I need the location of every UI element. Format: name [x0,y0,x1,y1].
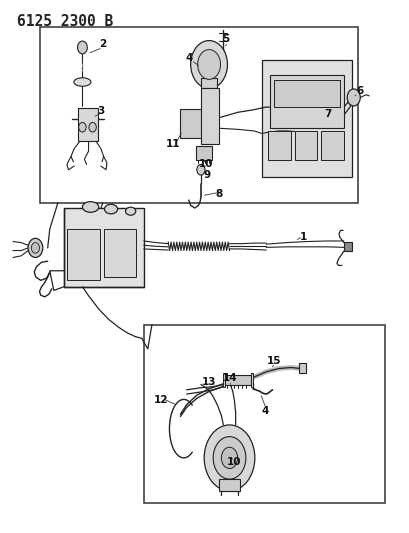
Bar [298,364,306,373]
Text: 1: 1 [299,232,306,243]
Text: 14: 14 [222,373,237,383]
Bar [274,80,339,107]
Circle shape [190,41,227,88]
Circle shape [28,238,43,257]
Bar [144,325,384,503]
Circle shape [213,437,245,479]
Bar [321,131,343,160]
Bar [196,147,212,160]
Text: 2: 2 [99,39,106,49]
Bar [67,229,100,280]
Bar [294,131,317,160]
Bar [200,88,219,144]
Bar [200,78,217,88]
Circle shape [79,123,86,132]
Text: 10: 10 [227,457,241,467]
Bar [64,208,144,287]
Text: 13: 13 [201,377,216,387]
Ellipse shape [125,207,135,215]
Circle shape [221,447,237,469]
Bar [224,375,251,384]
Text: 11: 11 [166,139,180,149]
Text: 12: 12 [154,395,168,406]
Text: 3: 3 [97,106,104,116]
Ellipse shape [74,78,91,86]
Circle shape [197,50,220,79]
Bar [262,60,351,177]
Bar [267,131,290,160]
Bar [219,479,239,491]
Text: 6125 2300 B: 6125 2300 B [17,14,113,29]
Bar [103,229,136,277]
Text: 9: 9 [203,170,210,180]
Text: 7: 7 [323,109,330,119]
Text: 6: 6 [356,85,363,95]
Circle shape [89,123,96,132]
Circle shape [77,41,87,54]
Ellipse shape [82,201,99,212]
Text: 5: 5 [222,34,229,44]
Circle shape [31,243,39,253]
Bar [270,75,343,128]
Text: 4: 4 [185,53,193,62]
Circle shape [346,89,360,106]
Text: 10: 10 [198,159,213,169]
Bar [78,108,98,141]
Bar [251,373,253,386]
Text: 8: 8 [215,189,222,199]
Bar [180,109,201,138]
Bar [343,241,351,251]
Text: 4: 4 [261,406,268,416]
Circle shape [204,425,254,491]
Bar [39,27,357,203]
Text: 15: 15 [267,356,281,366]
Ellipse shape [104,204,117,214]
Bar [223,373,225,386]
Circle shape [196,165,204,175]
